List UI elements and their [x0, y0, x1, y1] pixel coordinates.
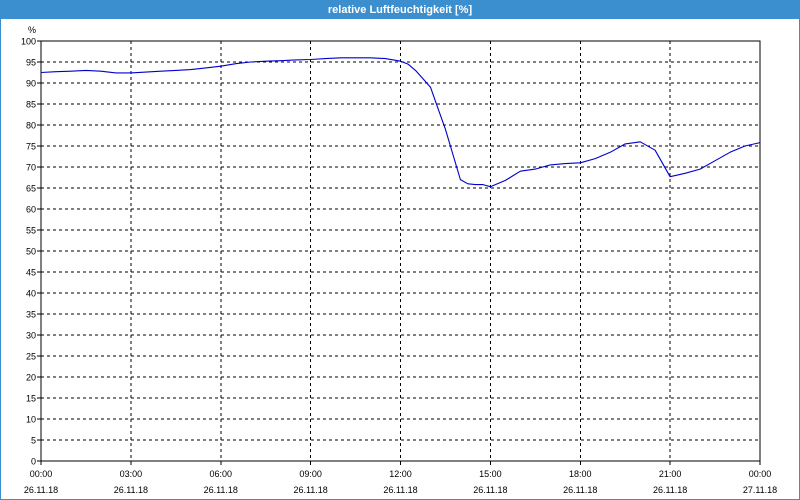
y-tick-label: 75 — [26, 142, 36, 152]
y-tick-label: 95 — [26, 58, 36, 68]
y-tick-label: 35 — [26, 310, 36, 320]
y-tick-label: 70 — [26, 163, 36, 173]
x-tick-label-date: 26.11.18 — [293, 485, 327, 495]
x-tick-label-date: 26.11.18 — [653, 485, 687, 495]
y-tick-label: 10 — [26, 415, 36, 425]
y-tick-label: 50 — [26, 247, 36, 257]
y-tick-label: 85 — [26, 100, 36, 110]
plot-frame — [40, 40, 761, 462]
y-tick-label: 5 — [31, 436, 36, 446]
y-tick-label: 65 — [26, 184, 36, 194]
y-tick-label: 20 — [26, 373, 36, 383]
x-tick-label-date: 26.11.18 — [114, 485, 148, 495]
y-tick-label: 60 — [26, 205, 36, 215]
y-axis-label: % — [28, 25, 36, 35]
x-tick-label-time: 03:00 — [120, 469, 143, 479]
x-tick-label-time: 00:00 — [30, 469, 53, 479]
x-tick-label-date: 26.11.18 — [383, 485, 417, 495]
series-line-humidity — [40, 57, 761, 188]
x-tick-label-time: 09:00 — [299, 469, 322, 479]
y-tick-label: 55 — [26, 226, 36, 236]
x-tick-label-time: 00:00 — [749, 469, 772, 479]
y-tick-label: 30 — [26, 331, 36, 341]
y-tick-label: 0 — [31, 457, 36, 467]
y-tick-label: 25 — [26, 352, 36, 362]
x-tick-label-date: 26.11.18 — [473, 485, 507, 495]
y-tick-label: 100 — [21, 37, 36, 47]
y-tick-label: 80 — [26, 121, 36, 131]
x-tick-label-time: 12:00 — [389, 469, 412, 479]
x-tick-label-date: 26.11.18 — [563, 485, 597, 495]
y-tick-label: 40 — [26, 289, 36, 299]
x-tick-label-date: 27.11.18 — [743, 485, 777, 495]
x-tick-label-date: 26.11.18 — [24, 485, 58, 495]
x-tick-label-time: 06:00 — [209, 469, 232, 479]
x-tick-label-time: 21:00 — [659, 469, 682, 479]
y-tick-label: 45 — [26, 268, 36, 278]
y-tick-label: 90 — [26, 79, 36, 89]
x-tick-label-time: 15:00 — [479, 469, 502, 479]
x-tick-label-date: 26.11.18 — [204, 485, 238, 495]
y-tick-label: 15 — [26, 394, 36, 404]
x-tick-label-time: 18:00 — [569, 469, 592, 479]
chart-title: relative Luftfeuchtigkeit [%] — [1, 1, 799, 19]
